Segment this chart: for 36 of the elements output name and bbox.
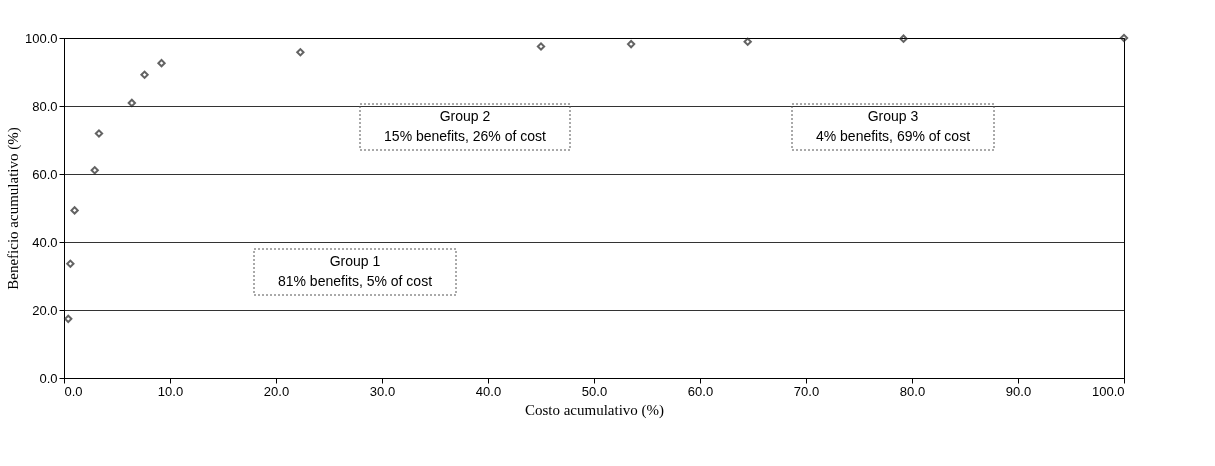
point (140, 70, 149, 79)
y-axis-title: Beneficio acumulativo (%) (4, 127, 22, 290)
x-tick-label: 30.0 (369, 383, 396, 399)
y-tick-label: 80.0 (32, 98, 58, 114)
x-tick-label: 10.0 (157, 383, 184, 399)
x-tick-label: 70.0 (793, 383, 820, 399)
point (536, 42, 546, 51)
point (157, 59, 166, 68)
x-tick-label: 80.0 (899, 383, 926, 399)
point (296, 48, 305, 57)
y-tick-label: 40.0 (32, 234, 58, 250)
point (94, 129, 104, 138)
x-tick-label: 20.0 (263, 383, 290, 399)
y-tick-label: 60.0 (32, 166, 58, 182)
point (64, 314, 73, 323)
y-tick-label: 20.0 (32, 302, 58, 318)
annotation: Group 2 15% benefits, 26% of cost (384, 108, 547, 144)
annotation: Group 1 81% benefits, 5% of cost (277, 253, 433, 289)
x-tick-label: 0.0 (64, 383, 83, 399)
point (899, 34, 908, 43)
y-tick-label: 0.0 (39, 370, 58, 386)
point (70, 206, 79, 215)
x-tick-label: 100.0 (1091, 383, 1125, 399)
point (66, 259, 75, 268)
point (90, 166, 99, 175)
point (743, 37, 752, 46)
annotation: Group 3 4% benefits, 69% of cost (815, 108, 971, 144)
point (626, 39, 636, 49)
point (1119, 33, 1129, 43)
y-tick-label: 100.0 (24, 30, 58, 46)
x-tick-label: 60.0 (687, 383, 714, 399)
x-tick-label: 40.0 (475, 383, 502, 399)
x-tick-label: 50.0 (581, 383, 608, 399)
x-tick-label: 90.0 (1005, 383, 1032, 399)
x-axis-title: Costo acumulativo (%) (524, 401, 665, 419)
point (127, 98, 136, 108)
